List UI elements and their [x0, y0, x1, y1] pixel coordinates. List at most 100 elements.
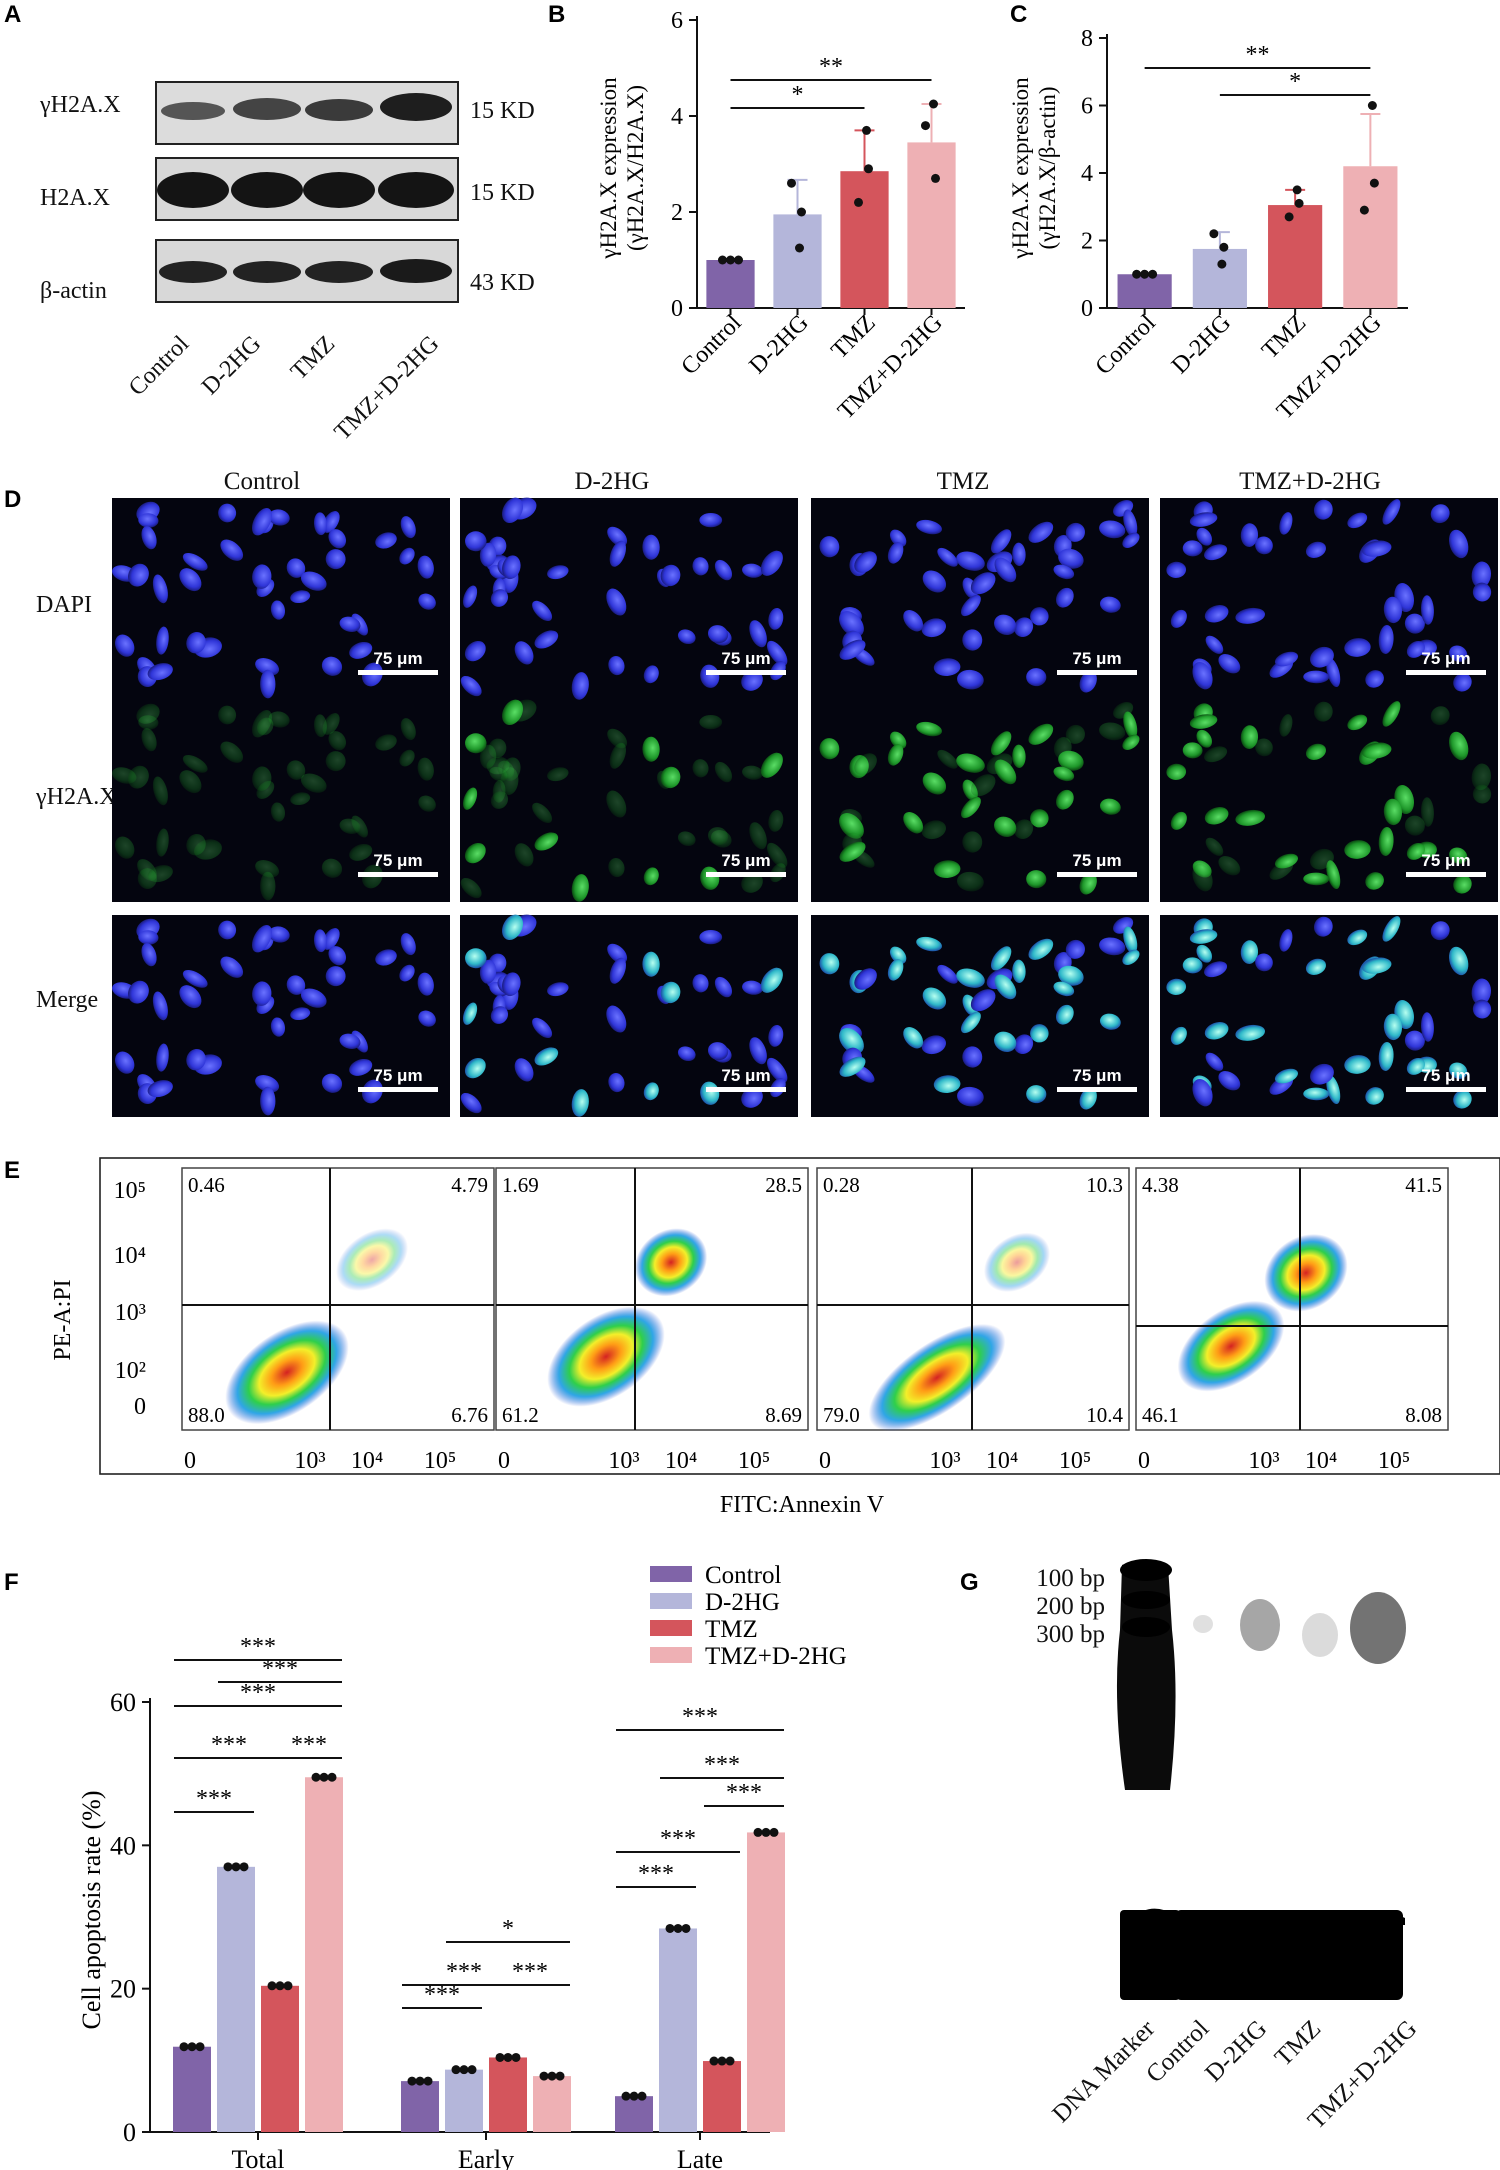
quadrant-lr: 8.69	[765, 1403, 802, 1427]
significance-label: ***	[424, 1982, 460, 2008]
nucleus	[1166, 978, 1187, 995]
nucleus	[921, 820, 947, 840]
nucleus	[916, 936, 942, 952]
nucleus	[1099, 1013, 1121, 1030]
nucleus	[1028, 521, 1054, 543]
nucleus	[328, 529, 347, 549]
nucleus	[479, 959, 497, 984]
nucleus	[1170, 609, 1187, 628]
nucleus	[642, 534, 660, 560]
x-tick-label: D-2HG	[1167, 310, 1236, 379]
scale-bar-label: 75 μm	[1421, 851, 1470, 870]
panel-g-dna-ladder: G 100 bp 200 bp 300 bp DNA Marker Contro…	[960, 1559, 1422, 2135]
nucleus	[768, 809, 784, 832]
nucleus	[502, 914, 524, 941]
nucleus	[1182, 742, 1203, 759]
nucleus	[677, 1046, 696, 1062]
bar	[305, 1777, 343, 2132]
nucleus	[1472, 582, 1492, 602]
nucleus	[1344, 638, 1371, 657]
significance-label: *	[792, 82, 804, 108]
data-point	[921, 121, 930, 131]
quadrant-lr: 10.4	[1086, 1403, 1123, 1427]
bar	[659, 1928, 697, 2132]
nucleus	[766, 1057, 788, 1083]
panel-letter-e: E	[4, 1157, 20, 1184]
scale-bar	[1057, 1087, 1137, 1092]
nucleus	[220, 956, 244, 978]
nucleus	[1065, 724, 1085, 744]
nucleus	[768, 607, 784, 630]
scale-bar	[1057, 670, 1137, 675]
nucleus	[1192, 1078, 1213, 1107]
data-point	[797, 207, 806, 217]
data-point	[637, 2091, 647, 2101]
quadrant-lr: 6.76	[451, 1403, 488, 1427]
nucleus	[1218, 856, 1241, 876]
nucleus	[903, 1027, 924, 1049]
nucleus	[1204, 605, 1229, 623]
flow-plot-frame	[495, 1167, 809, 1431]
nucleus	[1279, 714, 1293, 737]
flow-density	[1177, 1300, 1285, 1392]
nucleus	[1055, 587, 1074, 608]
nucleus	[464, 1057, 486, 1079]
nucleus	[994, 614, 1017, 635]
nucleus	[179, 770, 202, 794]
scale-bar	[706, 670, 786, 675]
nucleus	[643, 1082, 659, 1101]
flow-density	[634, 1228, 708, 1297]
nucleus	[418, 593, 436, 610]
nucleus	[1365, 1087, 1384, 1105]
nucleus	[286, 975, 306, 995]
micrograph-background	[460, 498, 798, 700]
nucleus	[300, 988, 327, 1008]
nucleus	[642, 951, 660, 977]
nucleus	[1310, 646, 1334, 668]
nucleus	[128, 563, 149, 587]
nucleus	[547, 982, 569, 997]
nucleus	[839, 1028, 864, 1054]
nucleus	[252, 766, 272, 791]
nucleus	[400, 718, 416, 741]
nucleus	[1453, 673, 1472, 692]
data-point	[511, 2052, 521, 2062]
nucleus	[571, 1089, 589, 1117]
nucleus	[179, 568, 202, 592]
nucleus	[268, 711, 290, 728]
nucleus	[1361, 957, 1392, 974]
bar	[907, 142, 956, 308]
nucleus	[1472, 999, 1492, 1019]
legend-label: Control	[705, 1562, 781, 1589]
nucleus	[141, 943, 157, 967]
nucleus	[749, 822, 767, 850]
nucleus	[1448, 946, 1469, 976]
nucleus	[1058, 965, 1084, 986]
nucleus	[502, 757, 521, 782]
bar	[445, 2069, 483, 2132]
nucleus	[141, 728, 157, 752]
significance-label: **	[1246, 42, 1270, 68]
x-tick-label: Control	[676, 310, 746, 380]
flow-plot: 4.38 41.5 46.1 8.08 0 10³ 10⁴ 10⁵	[1135, 1167, 1449, 1474]
panel-b-bar-chart: B γH2A.X expression (γH2A.X/H2A.X) 0 2 4 6 C…	[548, 1, 965, 425]
micrograph-tile: 75 μm	[112, 915, 450, 1117]
nucleus	[1448, 529, 1469, 559]
nucleus	[1326, 860, 1341, 890]
data-point	[1292, 185, 1302, 195]
nucleus	[699, 513, 723, 528]
data-point	[319, 1772, 329, 1782]
x-tick-label: Total	[231, 2145, 284, 2170]
nucleus	[399, 964, 415, 982]
nucleus	[606, 790, 627, 818]
nucleus	[1255, 536, 1273, 555]
micrograph-tile: 75 μm	[460, 914, 798, 1117]
data-point	[451, 2065, 461, 2075]
data-point	[621, 2091, 631, 2101]
nucleus	[465, 948, 487, 969]
nucleus	[1196, 944, 1213, 963]
flow-x-tick-label: 10⁴	[665, 1448, 697, 1474]
significance-label: ***	[211, 1732, 247, 1758]
micrograph-background	[460, 700, 798, 902]
scale-bar	[1406, 872, 1486, 877]
